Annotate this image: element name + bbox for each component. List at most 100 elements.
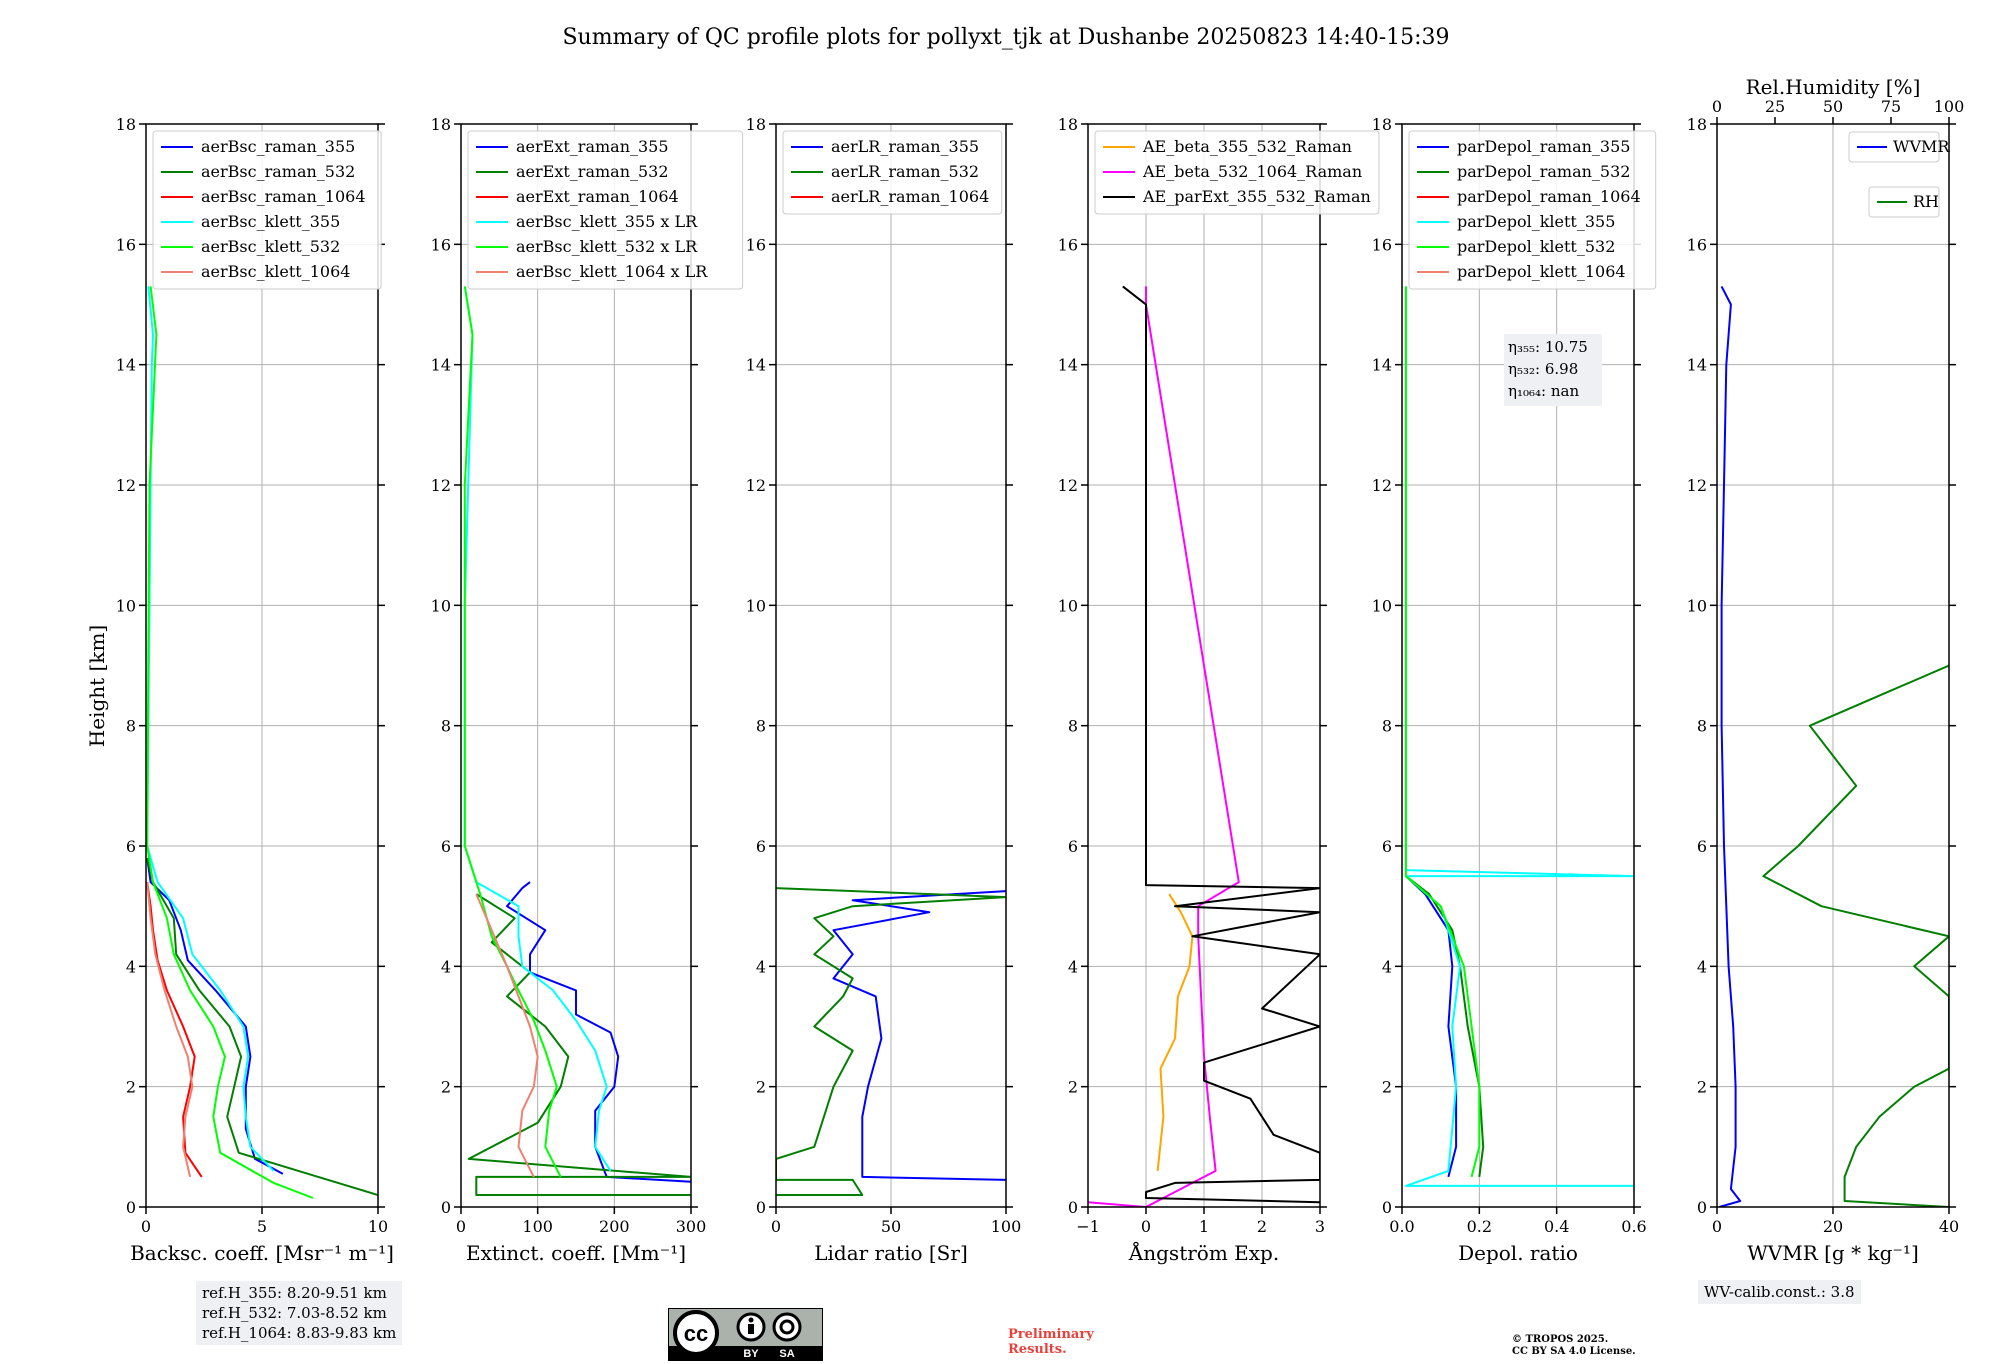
legend-entry: aerExt_raman_1064 xyxy=(516,187,679,206)
series-line-aerbsc-klett-355 xyxy=(146,286,275,1172)
x-tick-label: 300 xyxy=(676,1217,707,1236)
ref-height-1064: ref.H_1064: 8.83-9.83 km xyxy=(202,1324,397,1342)
y-tick-label: 8 xyxy=(756,717,766,736)
series-group xyxy=(1088,285,1320,1207)
x2-tick-label: 75 xyxy=(1881,97,1901,116)
legend-entry: AE_beta_355_532_Raman xyxy=(1142,137,1352,156)
series-group xyxy=(1719,285,1949,1207)
y-tick-label: 0 xyxy=(756,1198,766,1217)
legend-entry: aerBsc_raman_1064 xyxy=(201,187,366,206)
series-line-wvmr xyxy=(1719,285,1742,1207)
x2-tick-label: 50 xyxy=(1823,97,1843,116)
series-line-ae-parext-355-532-raman xyxy=(1122,285,1320,1204)
legend-box xyxy=(1848,131,1940,163)
x-tick-label: 200 xyxy=(599,1217,630,1236)
legend-box xyxy=(467,130,744,290)
x-tick-label: 0.4 xyxy=(1544,1217,1569,1236)
y-tick-label: 12 xyxy=(746,476,766,495)
y-tick-label: 18 xyxy=(116,115,136,134)
x-tick-label: 100 xyxy=(522,1217,553,1236)
sa-text: SA xyxy=(779,1348,794,1360)
y-tick-label: 12 xyxy=(1687,476,1707,495)
x2-tick-label: 100 xyxy=(1934,97,1965,116)
legend-box xyxy=(152,130,382,290)
x-tick-label: 100 xyxy=(991,1217,1022,1236)
series-line-aerbsc-raman-532 xyxy=(146,857,378,1196)
axes-frame xyxy=(460,123,692,1208)
legend-entry: aerBsc_klett_1064 x LR xyxy=(516,262,708,281)
x2-tick-label: 25 xyxy=(1765,97,1785,116)
legend-entry: parDepol_klett_1064 xyxy=(1457,262,1626,281)
y-tick-label: 8 xyxy=(1382,717,1392,736)
legend-entry: aerBsc_klett_532 xyxy=(201,237,340,256)
y-tick-label: 8 xyxy=(441,717,451,736)
x-axis-label: Lidar ratio [Sr] xyxy=(814,1241,968,1265)
x-tick-label: 50 xyxy=(881,1217,901,1236)
y-tick-label: 4 xyxy=(756,957,766,976)
y-tick-label: 12 xyxy=(1058,476,1078,495)
legend-entry: aerBsc_raman_532 xyxy=(201,162,355,181)
copyright-line-1: © TROPOS 2025. xyxy=(1512,1334,1609,1345)
legend-box xyxy=(1094,130,1380,215)
panel-5: 0 2 4 6 8 10 12 14 16 18 0.0 0.2 0.4 0.6 Depol. ratio p… xyxy=(1372,115,1657,1265)
y-tick-label: 14 xyxy=(116,356,136,375)
y-tick-label: 14 xyxy=(1372,356,1392,375)
legend-entry: aerLR_raman_355 xyxy=(831,137,979,156)
y-tick-label: 4 xyxy=(1382,957,1392,976)
x-axis-label: WVMR [g * kg⁻¹] xyxy=(1747,1241,1919,1265)
x-tick-label: 40 xyxy=(1939,1217,1959,1236)
legend-entry: aerBsc_klett_532 x LR xyxy=(516,237,698,256)
legend-entry: aerLR_raman_1064 xyxy=(831,187,989,206)
legend-entry: parDepol_klett_355 xyxy=(1457,212,1615,231)
series-group xyxy=(1404,286,1634,1187)
x-tick-label: 0 xyxy=(456,1217,466,1236)
preliminary-note: Preliminary Results. xyxy=(1008,1327,1094,1357)
y-tick-label: 2 xyxy=(756,1078,766,1097)
axes-frame xyxy=(1401,123,1635,1208)
y-tick-label: 16 xyxy=(431,235,451,254)
series-line-pardepol-raman-355 xyxy=(1405,875,1458,1178)
eta-annotation-text: η₁₀₆₄: nan xyxy=(1508,382,1579,400)
cc-license-badge: cc BY SA xyxy=(668,1308,823,1361)
legend-entry: AE_parExt_355_532_Raman xyxy=(1142,187,1371,206)
legend-entry: aerBsc_klett_1064 xyxy=(201,262,350,281)
x-axis-label: Ångström Exp. xyxy=(1128,1240,1279,1265)
y-tick-label: 0 xyxy=(126,1198,136,1217)
y-tick-label: 18 xyxy=(1372,115,1392,134)
x-tick-label: 2 xyxy=(1257,1217,1267,1236)
legend: WVMR RH xyxy=(1848,131,1950,218)
y-tick-label: 6 xyxy=(1068,837,1078,856)
legend-entry: aerLR_raman_532 xyxy=(831,162,979,181)
y-tick-label: 6 xyxy=(441,837,451,856)
cc-by-sa-icon: cc BY SA xyxy=(669,1310,822,1360)
legend: aerBsc_raman_355 aerBsc_raman_532 aerBsc_r… xyxy=(152,130,382,290)
x-tick-label: 5 xyxy=(257,1217,267,1236)
x-axis-label: Depol. ratio xyxy=(1458,1241,1578,1265)
legend: aerLR_raman_355 aerLR_raman_532 aerLR_rama… xyxy=(782,130,1003,215)
wv-calib-box: WV-calib.const.: 3.8 xyxy=(1698,1280,1861,1304)
y-tick-label: 0 xyxy=(1697,1198,1707,1217)
y-tick-label: 18 xyxy=(1687,115,1707,134)
y-tick-label: 16 xyxy=(1372,235,1392,254)
legend: aerExt_raman_355 aerExt_raman_532 aerExt_r… xyxy=(467,130,744,290)
y-tick-label: 8 xyxy=(126,717,136,736)
y-axis-label: Height [km] xyxy=(85,625,109,747)
series-line-aerext-raman-355 xyxy=(506,881,691,1183)
panel-6: 0 2 4 6 8 10 12 14 16 18 0 20 40 0 25 50 75 100 Rel.Humidi… xyxy=(1687,75,1965,1265)
cc-badge-text: cc xyxy=(684,1321,708,1346)
y-tick-label: 4 xyxy=(1068,957,1078,976)
y-tick-label: 0 xyxy=(441,1198,451,1217)
wv-calib-const: WV-calib.const.: 3.8 xyxy=(1704,1283,1855,1301)
y-tick-label: 6 xyxy=(126,837,136,856)
series-line-aerbsc-klett-532-x-lr xyxy=(463,286,562,1178)
y-tick-label: 10 xyxy=(746,596,766,615)
preliminary-line-2: Results. xyxy=(1008,1342,1067,1357)
axes-frame xyxy=(145,123,379,1208)
y-tick-label: 14 xyxy=(746,356,766,375)
y-tick-label: 4 xyxy=(126,957,136,976)
y-tick-label: 14 xyxy=(1058,356,1078,375)
ref-height-532: ref.H_532: 7.03-8.52 km xyxy=(202,1304,387,1322)
y-tick-label: 2 xyxy=(126,1078,136,1097)
x-tick-label: 0 xyxy=(141,1217,151,1236)
